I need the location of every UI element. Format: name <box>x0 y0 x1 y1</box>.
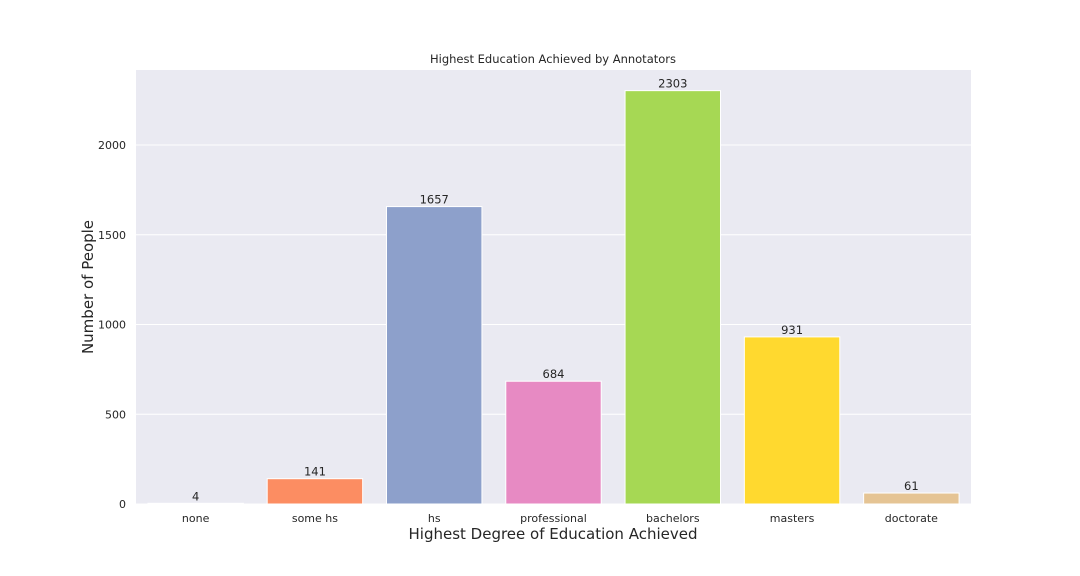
x-tick-label-bachelors: bachelors <box>646 512 700 525</box>
x-tick-labels: none some hs hs professional bachelors master… <box>182 512 938 525</box>
bar-some-hs <box>266 478 364 505</box>
y-tick-label-1000: 1000 <box>98 319 126 332</box>
bar-value-label-doctorate: 61 <box>904 479 919 493</box>
x-tick-label-professional: professional <box>520 512 587 525</box>
x-axis-title: Highest Degree of Education Achieved <box>409 525 698 543</box>
y-tick-label-500: 500 <box>105 408 126 421</box>
x-tick-label-doctorate: doctorate <box>885 512 938 525</box>
bar-professional <box>505 380 602 505</box>
x-tick-label-hs: hs <box>428 512 441 525</box>
y-axis-title: Number of People <box>79 220 97 354</box>
bar-value-label-hs: 1657 <box>420 193 449 207</box>
y-tick-label-1500: 1500 <box>98 229 126 242</box>
x-tick-label-masters: masters <box>770 512 815 525</box>
bar-bachelors <box>624 90 721 505</box>
bar-value-label-none: 4 <box>192 489 199 503</box>
y-tick-label-2000: 2000 <box>98 139 126 152</box>
bar-none <box>147 502 244 505</box>
bar-value-label-some-hs: 141 <box>304 465 326 479</box>
x-tick-label-some-hs: some hs <box>292 512 338 525</box>
bar-value-label-bachelors: 2303 <box>658 77 687 91</box>
chart-title: Highest Education Achieved by Annotators <box>430 52 676 66</box>
bar-value-label-masters: 931 <box>781 323 803 337</box>
bar-masters <box>743 336 841 505</box>
x-tick-label-none: none <box>182 512 210 525</box>
bar-value-labels: 4 141 1657 684 2303 931 61 <box>192 77 919 504</box>
bar-value-label-professional: 684 <box>543 367 565 381</box>
y-tick-labels: 0 500 1000 1500 2000 <box>98 139 126 511</box>
bar-doctorate <box>863 492 960 505</box>
bars <box>147 90 960 505</box>
y-tick-label-0: 0 <box>119 498 126 511</box>
bar-hs <box>386 206 483 505</box>
